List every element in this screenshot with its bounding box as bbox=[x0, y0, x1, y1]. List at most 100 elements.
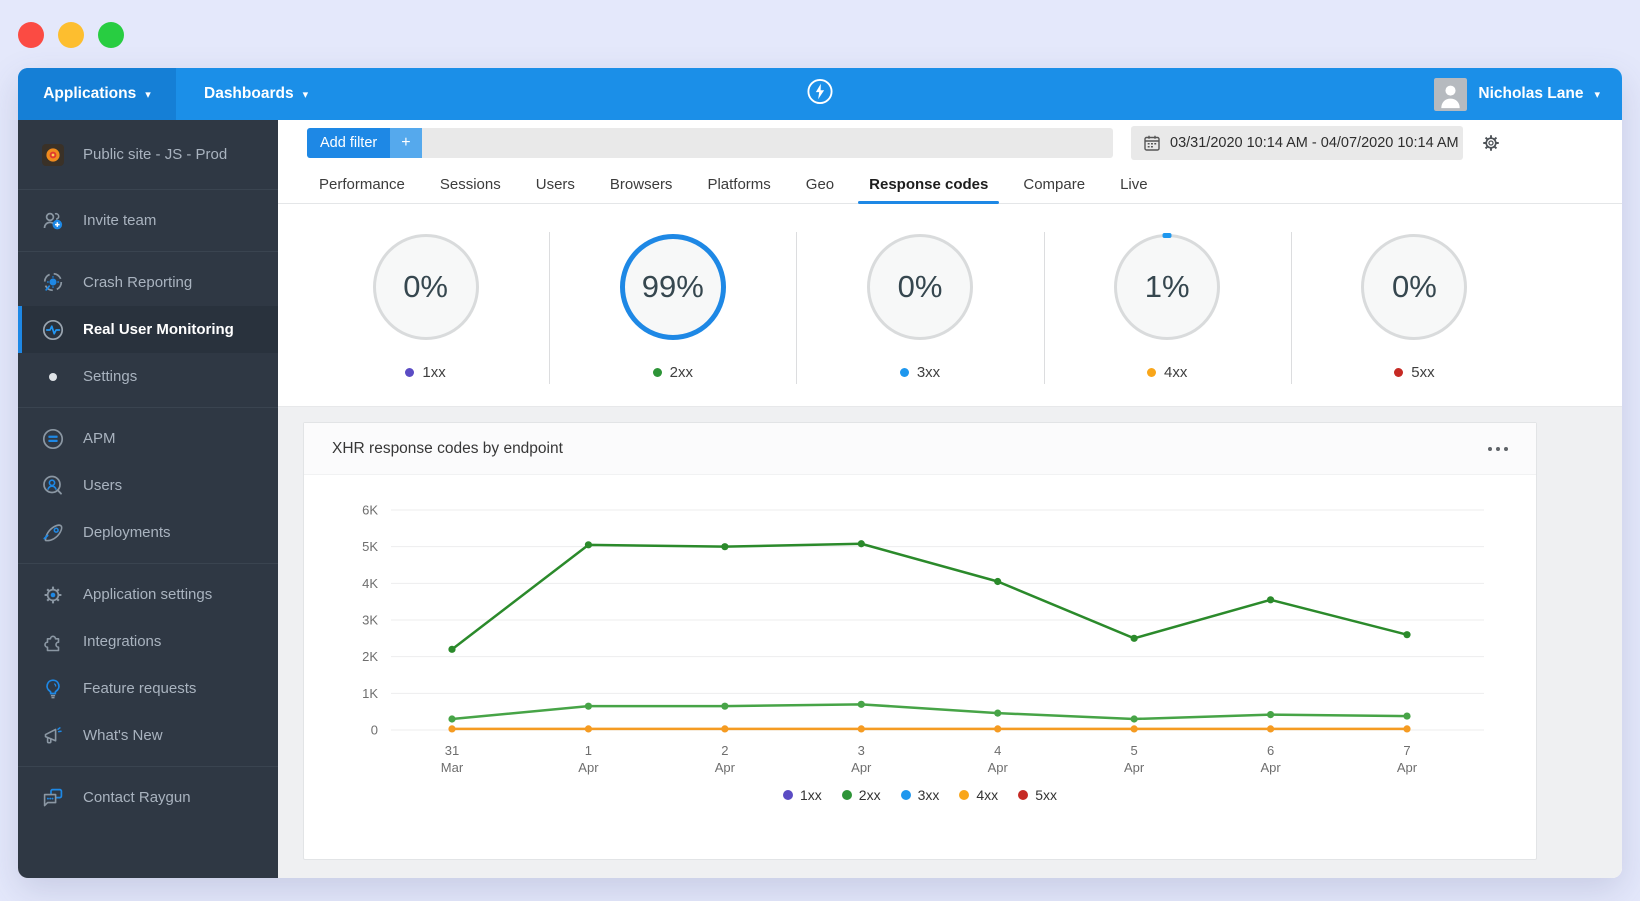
apm-icon bbox=[40, 426, 66, 452]
plus-icon: + bbox=[390, 128, 422, 158]
sidebar-item-application-settings[interactable]: Application settings bbox=[18, 571, 278, 618]
tab[interactable]: Response codes bbox=[858, 166, 1000, 204]
sidebar-item-settings[interactable]: Settings bbox=[18, 353, 278, 400]
date-range-value: 03/31/2020 10:14 AM - 04/07/2020 10:14 A… bbox=[1170, 135, 1459, 151]
svg-text:5K: 5K bbox=[362, 539, 378, 554]
stat-cell: 99% 2xx bbox=[549, 204, 796, 406]
svg-text:3: 3 bbox=[858, 743, 865, 758]
stat-percent: 0% bbox=[897, 269, 943, 304]
tab[interactable]: Platforms bbox=[707, 176, 771, 193]
stat-code: 2xx bbox=[669, 364, 693, 381]
stat-label: 3xx bbox=[899, 364, 940, 381]
sidebar-item-users[interactable]: Users bbox=[18, 462, 278, 509]
sidebar-item-deployments[interactable]: Deployments bbox=[18, 509, 278, 556]
sidebar-item-label: Integrations bbox=[83, 633, 162, 650]
svg-text:1K: 1K bbox=[362, 686, 378, 701]
legend-dot bbox=[1018, 790, 1029, 800]
stat-cell: 0% 1xx bbox=[302, 204, 549, 406]
tab[interactable]: Compare bbox=[1023, 176, 1086, 193]
gear-icon bbox=[40, 582, 66, 608]
legend-dot bbox=[1147, 368, 1157, 377]
stat-label: 1xx bbox=[405, 364, 446, 381]
minimize-window-button[interactable] bbox=[58, 22, 84, 48]
zoom-window-button[interactable] bbox=[98, 22, 124, 48]
invite-team-icon bbox=[40, 208, 66, 234]
top-nav-bar: Applications ▾ Dashboards ▾ Nicholas Lan… bbox=[18, 68, 1622, 120]
legend-item: 2xx bbox=[841, 787, 881, 803]
svg-text:Mar: Mar bbox=[441, 760, 464, 775]
sidebar-item-whats-new[interactable]: What's New bbox=[18, 712, 278, 759]
svg-text:Apr: Apr bbox=[1397, 760, 1418, 775]
stat-percent: 0% bbox=[403, 269, 448, 304]
dashboard-canvas: XHR response codes by endpoint 0 1K 2K 3K 4K… bbox=[278, 407, 1622, 878]
crash-reporting-icon bbox=[40, 270, 66, 296]
dashboards-menu[interactable]: Dashboards ▾ bbox=[204, 85, 308, 103]
chevron-down-icon: ▾ bbox=[145, 88, 151, 101]
filter-bar[interactable]: Add filter + bbox=[307, 128, 1113, 158]
window-controls bbox=[18, 22, 124, 48]
legend-item: 3xx bbox=[900, 787, 939, 803]
legend-dot bbox=[783, 790, 793, 800]
stat-label: 2xx bbox=[652, 364, 693, 381]
sidebar-item-label: Deployments bbox=[83, 524, 171, 541]
dashboards-label: Dashboards bbox=[204, 85, 294, 102]
legend-item: 1xx bbox=[783, 787, 822, 803]
rocket-icon bbox=[40, 520, 66, 546]
puzzle-icon bbox=[40, 629, 66, 655]
legend-dot bbox=[1394, 368, 1404, 377]
legend-dot bbox=[652, 368, 662, 377]
stat-cell: 1% 4xx bbox=[1043, 204, 1291, 406]
tab[interactable]: Live bbox=[1120, 176, 1148, 193]
sidebar-item-label: What's New bbox=[83, 727, 163, 744]
user-menu[interactable]: Nicholas Lane ▾ bbox=[1434, 77, 1600, 111]
chart-panel-header: XHR response codes by endpoint bbox=[304, 423, 1536, 475]
sidebar-item-invite-team[interactable]: Invite team bbox=[18, 197, 278, 244]
tab[interactable]: Sessions bbox=[439, 176, 501, 193]
svg-text:4: 4 bbox=[994, 743, 1001, 758]
sidebar-item-contact-raygun[interactable]: Contact Raygun bbox=[18, 774, 278, 821]
sidebar-item-integrations[interactable]: Integrations bbox=[18, 618, 278, 665]
sidebar-item-label: Real User Monitoring bbox=[83, 321, 234, 338]
sidebar-item-application[interactable]: Public site - JS - Prod bbox=[18, 120, 278, 190]
legend-dot bbox=[841, 790, 852, 800]
stat-circle-5xx: 0% bbox=[1361, 234, 1468, 340]
sidebar-item-label: APM bbox=[83, 430, 116, 447]
add-filter-button[interactable]: Add filter + bbox=[307, 128, 422, 158]
tab-bar: Performance Sessions Users Browsers Plat… bbox=[278, 166, 1622, 204]
stat-percent: 99% bbox=[641, 269, 704, 304]
applications-menu[interactable]: Applications ▾ bbox=[18, 68, 176, 120]
application-logo-icon bbox=[40, 142, 66, 168]
sidebar-item-crash-reporting[interactable]: Crash Reporting bbox=[18, 259, 278, 306]
application-name: Public site - JS - Prod bbox=[83, 146, 228, 163]
sidebar-item-label: Invite team bbox=[83, 212, 157, 229]
sidebar-item-apm[interactable]: APM bbox=[18, 415, 278, 462]
stat-label: 4xx bbox=[1147, 364, 1187, 381]
tab[interactable]: Geo bbox=[805, 176, 835, 193]
chart-legend: 1xx 2xx 3xx 4xx bbox=[304, 787, 1536, 803]
tab[interactable]: Users bbox=[535, 176, 575, 193]
sidebar-item-feature-requests[interactable]: Feature requests bbox=[18, 665, 278, 712]
stat-cell: 0% 3xx bbox=[796, 204, 1043, 406]
calendar-icon bbox=[1143, 134, 1161, 152]
sidebar-item-label: Feature requests bbox=[83, 680, 197, 697]
stat-code: 4xx bbox=[1164, 364, 1188, 381]
chevron-down-icon: ▾ bbox=[1594, 88, 1600, 101]
stat-code: 1xx bbox=[422, 364, 446, 381]
svg-text:Apr: Apr bbox=[1260, 760, 1281, 775]
svg-text:Apr: Apr bbox=[1124, 760, 1145, 775]
legend-dot bbox=[959, 790, 970, 800]
stat-circle-2xx: 99% bbox=[619, 234, 726, 340]
svg-text:Apr: Apr bbox=[578, 760, 599, 775]
date-range-picker[interactable]: 03/31/2020 10:14 AM - 04/07/2020 10:14 A… bbox=[1131, 126, 1463, 160]
close-window-button[interactable] bbox=[18, 22, 44, 48]
tab[interactable]: Browsers bbox=[609, 176, 673, 193]
tab[interactable]: Performance bbox=[319, 176, 405, 193]
svg-text:2: 2 bbox=[721, 743, 728, 758]
svg-text:1: 1 bbox=[585, 743, 592, 758]
user-name: Nicholas Lane bbox=[1478, 85, 1584, 102]
raygun-lightning-icon[interactable] bbox=[806, 77, 835, 111]
svg-text:31: 31 bbox=[445, 743, 459, 758]
settings-gear-icon[interactable] bbox=[1479, 131, 1503, 155]
more-options-icon[interactable] bbox=[1486, 441, 1510, 457]
sidebar-item-real-user-monitoring[interactable]: Real User Monitoring bbox=[18, 306, 278, 353]
